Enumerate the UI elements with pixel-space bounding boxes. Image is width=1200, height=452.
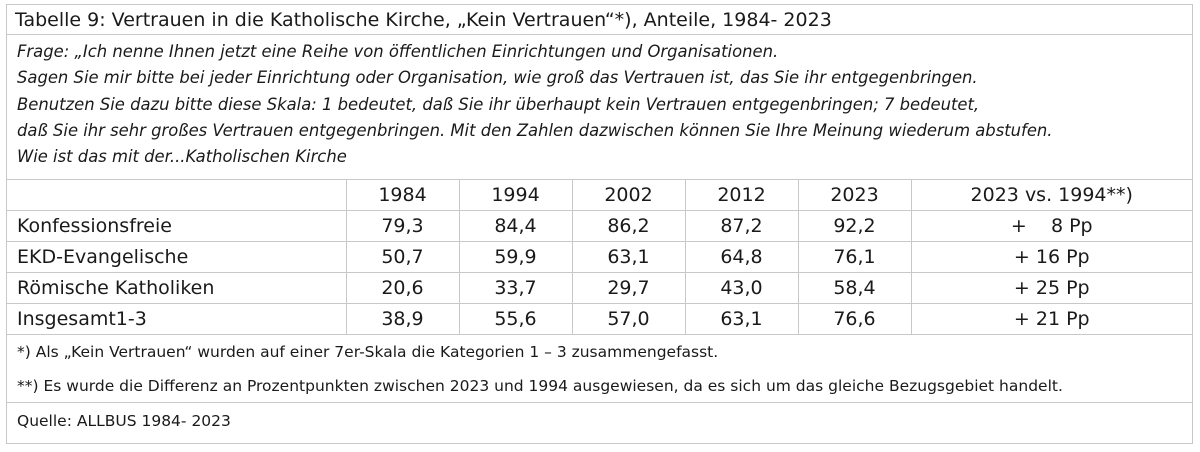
table-cell: + 8 Pp: [910, 210, 1192, 242]
row-label: Römische Katholiken: [7, 272, 346, 304]
header-cell: 2002: [571, 180, 685, 211]
table-cell: 33,7: [458, 272, 572, 304]
table-cell: + 21 Pp: [910, 303, 1192, 335]
table-cell: 92,2: [797, 210, 911, 242]
header-cell: 1984: [345, 180, 459, 211]
table-cell: 58,4: [797, 272, 911, 304]
table-cell: 64,8: [684, 241, 798, 273]
table-cell: 86,2: [571, 210, 685, 242]
table-header-row: 1984 1994 2002 2012 2023 2023 vs. 1994**…: [7, 180, 1192, 211]
table-cell: 59,9: [458, 241, 572, 273]
question-line: daß Sie ihr sehr großes Vertrauen entgeg…: [17, 120, 1053, 140]
source-note: Quelle: ALLBUS 1984- 2023: [17, 412, 231, 430]
table-cell: + 25 Pp: [910, 272, 1192, 304]
table-title: Tabelle 9: Vertrauen in die Katholische …: [7, 5, 1192, 35]
question-line: Frage: „Ich nenne Ihnen jetzt eine Reihe…: [17, 42, 779, 61]
table-cell: 76,6: [797, 303, 911, 335]
table-cell: 57,0: [571, 303, 685, 335]
table-cell: 63,1: [571, 241, 685, 273]
table-row: EKD-Evangelische 50,7 59,9 63,1 64,8 76,…: [7, 241, 1192, 273]
table-cell: 87,2: [684, 210, 798, 242]
row-label: Insgesamt1-3: [7, 303, 346, 335]
table-cell: + 16 Pp: [910, 241, 1192, 273]
table-cell: 76,1: [797, 241, 911, 273]
data-table: 1984 1994 2002 2012 2023 2023 vs. 1994**…: [7, 180, 1192, 335]
header-cell: [7, 180, 346, 211]
question-line: Wie ist das mit der...Katholischen Kirch…: [17, 147, 347, 167]
header-cell: 1994: [458, 180, 572, 211]
table-cell: 38,9: [345, 303, 459, 335]
table-cell: 79,3: [345, 210, 459, 242]
table-cell: 50,7: [345, 241, 459, 273]
table-cell: 29,7: [571, 272, 685, 304]
table-row: Insgesamt1-3 38,9 55,6 57,0 63,1 76,6 + …: [7, 303, 1192, 335]
header-cell: 2023 vs. 1994**): [910, 180, 1192, 211]
table-cell: 20,6: [345, 272, 459, 304]
table-frame: Tabelle 9: Vertrauen in die Katholische …: [6, 4, 1193, 444]
footnote: *) Als „Kein Vertrauen“ wurden auf einer…: [17, 343, 719, 361]
row-label: EKD-Evangelische: [7, 241, 346, 273]
table-cell: 63,1: [684, 303, 798, 335]
footnote: **) Es wurde die Differenz an Prozentpun…: [7, 369, 1192, 403]
table-row: Römische Katholiken 20,6 33,7 29,7 43,0 …: [7, 272, 1192, 304]
question-line: Benutzen Sie dazu bitte diese Skala: 1 b…: [17, 94, 980, 114]
row-label: Konfessionsfreie: [7, 210, 346, 242]
table-cell: 43,0: [684, 272, 798, 304]
header-cell: 2023: [797, 180, 911, 211]
table-cell: 55,6: [458, 303, 572, 335]
header-cell: 2012: [684, 180, 798, 211]
question-block: Frage: „Ich nenne Ihnen jetzt eine Reihe…: [7, 35, 1192, 180]
table-cell: 84,4: [458, 210, 572, 242]
table-row: Konfessionsfreie 79,3 84,4 86,2 87,2 92,…: [7, 210, 1192, 242]
question-line: Sagen Sie mir bitte bei jeder Einrichtun…: [17, 68, 978, 88]
